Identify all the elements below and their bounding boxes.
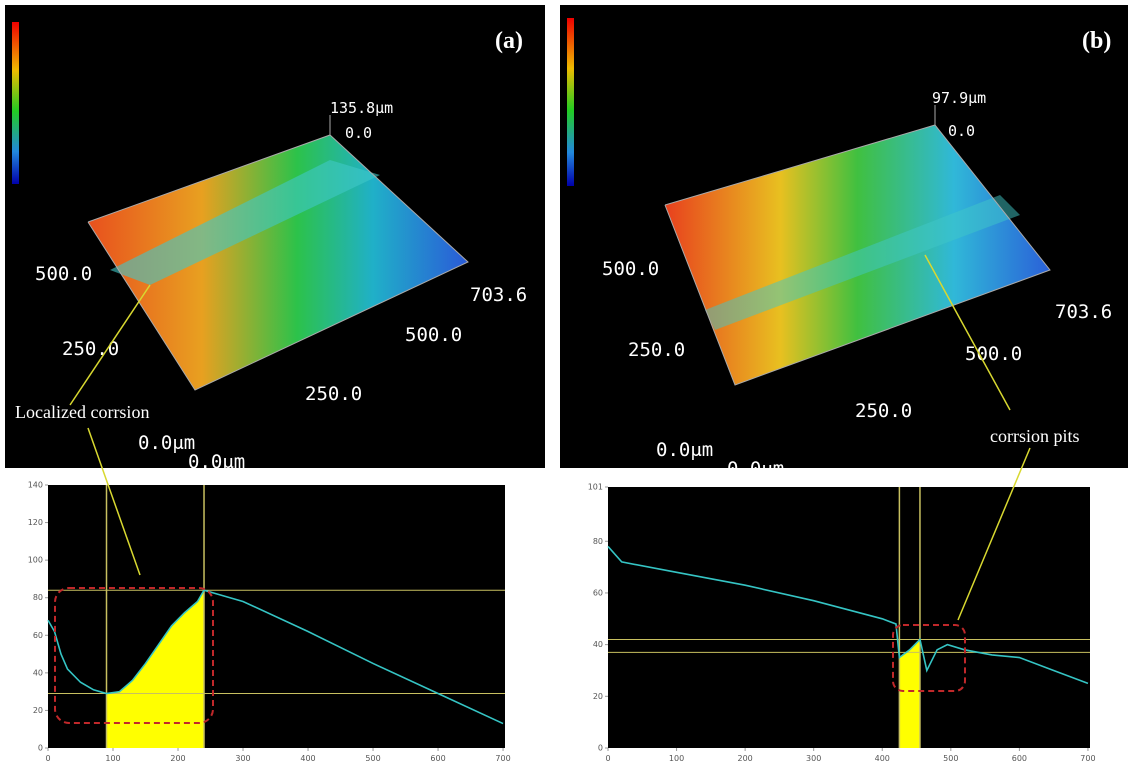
panel-label: (a) xyxy=(495,28,523,54)
y-tick-label: 20 xyxy=(593,692,603,701)
y-tick-label: 80 xyxy=(593,537,603,546)
highlight-box xyxy=(54,587,214,724)
x-tick-label: 200 xyxy=(737,754,752,763)
z-min-label: 0.0 xyxy=(345,124,372,142)
y-tick-label: 60 xyxy=(33,631,43,640)
x-axis-label: 250.0 xyxy=(305,383,362,405)
axes-box xyxy=(87,105,1051,391)
section-plane xyxy=(110,160,380,285)
y-tick-label: 40 xyxy=(593,640,603,649)
y-axis-label: 500.0 xyxy=(35,263,92,285)
profile-line xyxy=(607,545,1089,685)
y-tick-label: 101 xyxy=(588,483,603,492)
y-axis-label: 0.0μm xyxy=(138,432,195,454)
y-tick-label: 140 xyxy=(28,481,43,490)
annotation: corrsion pits xyxy=(990,426,1080,446)
x-tick-label: 700 xyxy=(495,754,510,763)
y-axis-label: 0.0μm xyxy=(656,439,713,461)
surface xyxy=(88,135,468,390)
x-tick-label: 300 xyxy=(235,754,250,763)
y-tick-label: 60 xyxy=(593,588,603,597)
plot-area xyxy=(608,487,1090,748)
x-axis-label: 0.0μm xyxy=(727,458,784,480)
selected-area xyxy=(899,639,920,748)
x-tick-label: 100 xyxy=(105,754,120,763)
y-tick-label: 0 xyxy=(598,744,603,753)
arrow xyxy=(69,254,1031,621)
x-tick-label: 500 xyxy=(365,754,380,763)
x-axis-label: 500.0 xyxy=(405,324,462,346)
x-axis-label: 0.0μm xyxy=(188,451,245,473)
x-axis-label: 703.6 xyxy=(470,284,527,306)
z-max-label: 97.9μm xyxy=(932,89,986,107)
profile-line xyxy=(47,589,504,725)
x-tick-label: 0 xyxy=(605,754,610,763)
colorbar xyxy=(567,18,574,186)
x-tick-label: 600 xyxy=(1012,754,1027,763)
y-tick-label: 0 xyxy=(38,744,43,753)
y-axis-label: 250.0 xyxy=(62,338,119,360)
annotation: Localized corrsion xyxy=(15,402,149,422)
x-axis-label: 500.0 xyxy=(965,343,1022,365)
y-tick-label: 120 xyxy=(28,518,43,527)
x-tick-label: 400 xyxy=(300,754,315,763)
x-axis-label: 250.0 xyxy=(855,400,912,422)
x-axis-label: 703.6 xyxy=(1055,301,1112,323)
colorbar xyxy=(12,22,19,184)
x-tick-label: 600 xyxy=(430,754,445,763)
y-axis-label: 250.0 xyxy=(628,339,685,361)
x-tick-label: 500 xyxy=(943,754,958,763)
y-axis-label: 500.0 xyxy=(602,258,659,280)
highlight-box xyxy=(892,624,966,692)
y-tick-label: 80 xyxy=(33,593,43,602)
x-tick-label: 700 xyxy=(1080,754,1095,763)
z-min-label: 0.0 xyxy=(948,122,975,140)
y-tick-label: 40 xyxy=(33,668,43,677)
z-max-label: 135.8μm xyxy=(330,99,393,117)
y-tick-label: 20 xyxy=(33,706,43,715)
x-tick-label: 0 xyxy=(45,754,50,763)
panel-label: (b) xyxy=(1082,28,1111,54)
x-tick-label: 200 xyxy=(170,754,185,763)
x-tick-label: 100 xyxy=(669,754,684,763)
x-tick-label: 400 xyxy=(875,754,890,763)
y-tick-label: 100 xyxy=(28,556,43,565)
section-plane xyxy=(705,195,1020,330)
selected-area xyxy=(106,590,205,748)
x-tick-label: 300 xyxy=(806,754,821,763)
